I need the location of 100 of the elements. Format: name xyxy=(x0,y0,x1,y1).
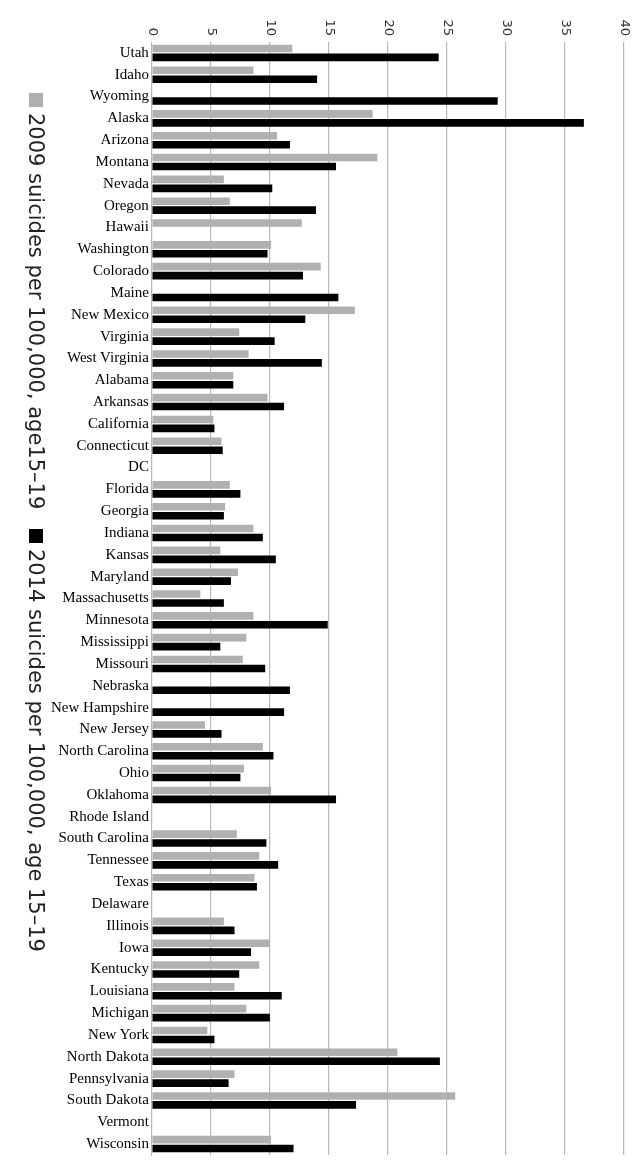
bar xyxy=(152,1013,270,1022)
y-tick-label: Arkansas xyxy=(93,393,150,410)
y-tick-label: Iowa xyxy=(118,938,150,955)
bar xyxy=(152,359,322,367)
bar xyxy=(152,511,224,520)
bar xyxy=(152,490,241,498)
y-tick-label: Tennessee xyxy=(87,851,150,868)
x-tick-label: 5 xyxy=(204,27,220,37)
bar xyxy=(152,184,273,193)
bar xyxy=(152,926,235,935)
y-tick-label: Nebraska xyxy=(92,676,150,693)
bar xyxy=(152,721,205,729)
bar xyxy=(152,75,318,84)
bar xyxy=(152,293,339,302)
y-tick-label: Missouri xyxy=(95,654,149,671)
y-tick-label: Nevada xyxy=(103,174,150,191)
x-tick-label: 35 xyxy=(558,19,574,36)
y-tick-label: Texas xyxy=(114,873,150,890)
bar xyxy=(152,1079,229,1087)
bar xyxy=(152,446,223,455)
y-tick-label: Massachusetts xyxy=(62,589,150,606)
y-tick-label: North Dakota xyxy=(66,1047,150,1064)
y-tick-label: Alabama xyxy=(94,371,150,388)
y-tick-label: Vermont xyxy=(97,1113,150,1130)
y-tick-label: California xyxy=(88,414,150,431)
y-tick-label: Ohio xyxy=(118,764,149,781)
y-tick-label: Hawaii xyxy=(105,218,149,235)
bar xyxy=(152,1057,440,1066)
y-tick-label: Mississippi xyxy=(80,633,149,650)
bar xyxy=(152,1035,215,1044)
bar xyxy=(152,555,276,564)
x-tick-label: 30 xyxy=(499,19,515,36)
y-tick-label: Colorado xyxy=(93,262,149,279)
bar xyxy=(152,751,274,760)
x-tick-label: 15 xyxy=(322,19,338,36)
bar xyxy=(152,621,328,629)
bar xyxy=(152,839,267,847)
y-tick-label: Maryland xyxy=(90,567,150,584)
y-tick-label: New Hampshire xyxy=(51,698,150,715)
y-tick-label: North Carolina xyxy=(58,742,150,759)
x-tick-label: 20 xyxy=(381,19,397,36)
y-tick-label: South Carolina xyxy=(58,829,150,846)
bar xyxy=(152,97,498,105)
bar xyxy=(152,271,303,280)
bar xyxy=(152,1026,208,1035)
y-tick-label: Louisiana xyxy=(89,982,150,999)
bar xyxy=(152,590,201,598)
bar xyxy=(152,1144,294,1153)
y-tick-label: New York xyxy=(88,1025,150,1042)
bar xyxy=(152,599,224,607)
bar xyxy=(152,162,337,171)
bar xyxy=(152,642,221,651)
bar xyxy=(152,315,306,324)
y-tick-label: Rhode Island xyxy=(69,807,150,824)
y-tick-label: West Virginia xyxy=(66,349,150,366)
bar xyxy=(152,882,257,891)
y-tick-label: Minnesota xyxy=(85,611,150,628)
bar xyxy=(152,140,290,149)
y-tick-label: Florida xyxy=(105,480,150,497)
bar xyxy=(152,119,584,127)
y-tick-label: Michigan xyxy=(91,1004,150,1021)
x-tick-label: 25 xyxy=(440,19,456,36)
bar xyxy=(152,992,282,1000)
x-tick-label: 10 xyxy=(263,19,279,36)
bar xyxy=(152,206,316,214)
y-tick-label: Virginia xyxy=(100,327,150,344)
bar xyxy=(152,533,263,542)
bar xyxy=(152,664,266,673)
y-tick-label: Wisconsin xyxy=(86,1135,150,1152)
y-tick-label: Kentucky xyxy=(90,960,150,977)
bar xyxy=(152,1101,357,1109)
bar xyxy=(152,402,285,411)
bar xyxy=(152,53,439,62)
y-tick-label: Pennsylvania xyxy=(68,1069,150,1086)
y-tick-label: Kansas xyxy=(105,545,150,562)
bar xyxy=(152,795,337,804)
y-tick-label: Alaska xyxy=(107,109,150,126)
y-tick-label: Georgia xyxy=(100,502,150,519)
y-tick-label: DC xyxy=(128,458,149,475)
y-tick-label: Illinois xyxy=(106,916,150,933)
bar xyxy=(152,730,222,738)
x-tick-label: 40 xyxy=(617,19,633,36)
bar xyxy=(152,380,234,389)
bar xyxy=(152,948,252,956)
bar xyxy=(152,424,215,433)
y-tick-label: Connecticut xyxy=(76,436,150,453)
x-tick-label: 0 xyxy=(145,27,161,37)
y-tick-label: Montana xyxy=(95,152,150,169)
bar xyxy=(152,773,241,782)
bar xyxy=(152,861,279,869)
y-tick-label: Oklahoma xyxy=(86,785,150,802)
bar xyxy=(152,686,290,695)
y-tick-label: Oregon xyxy=(103,196,150,213)
legend-label: 2014 suicides per 100,000, age 15–19 xyxy=(24,549,48,953)
y-tick-label: Maine xyxy=(110,283,150,300)
y-tick-label: Utah xyxy=(119,43,150,60)
bar xyxy=(152,577,231,585)
y-tick-label: Indiana xyxy=(103,523,150,540)
y-tick-label: Idaho xyxy=(114,65,149,82)
legend-label: 2009 suicides per 100,000, age15–19 xyxy=(24,113,48,510)
